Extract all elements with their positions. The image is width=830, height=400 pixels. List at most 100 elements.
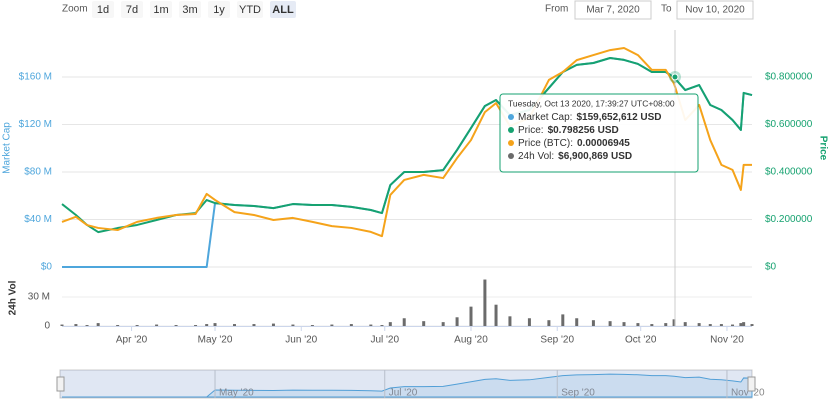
volume-bar — [591, 320, 595, 326]
volume-tick-label: 30 M — [28, 292, 50, 303]
x-tick-label: Apr '20 — [116, 335, 148, 346]
volume-bar — [708, 324, 712, 326]
tooltip-value: 0.00006945 — [577, 138, 630, 149]
volume-bar — [349, 324, 353, 326]
y-tick-label: $40 M — [24, 214, 52, 225]
tooltip-label: Price (BTC): — [518, 138, 573, 149]
x-tick-label: Sep '20 — [540, 335, 574, 346]
volume-bar — [96, 323, 100, 326]
volume-bar — [672, 319, 676, 326]
navigator-selection[interactable] — [60, 370, 752, 398]
volume-tick-label: 0 — [44, 321, 50, 332]
volume-bar — [697, 323, 701, 326]
zoom-button[interactable] — [92, 1, 114, 18]
volume-bar — [547, 320, 551, 326]
volume-bar — [650, 324, 654, 326]
tooltip-dot — [508, 140, 514, 146]
y2-tick-label: $0 — [765, 262, 777, 273]
navigator-content: May '20 Jul '20 Sep '20 Nov '20 — [62, 370, 765, 399]
y2-tick-label: $0.800000 — [765, 72, 813, 83]
volume-bar — [116, 325, 120, 326]
volume-bar — [271, 323, 275, 326]
volume-bar — [742, 322, 746, 326]
zoom-button[interactable] — [208, 1, 230, 18]
volume-bar — [194, 325, 198, 326]
zoom-button-label[interactable]: 1m — [153, 4, 168, 16]
navigator-handle-left[interactable] — [56, 376, 65, 392]
zoom-button[interactable] — [270, 1, 296, 18]
volume-bar — [252, 324, 256, 326]
y-axis-title: Market Cap — [2, 122, 13, 174]
tooltip-dot — [508, 153, 514, 159]
volume-bar — [731, 324, 735, 326]
x-tick-label: Oct '20 — [625, 335, 657, 346]
tooltip-label: Market Cap: — [518, 112, 572, 123]
zoom-button-label[interactable]: 3m — [182, 4, 197, 16]
volume-bar — [608, 321, 612, 326]
tooltip-value: $0.798256 USD — [548, 125, 619, 136]
y-tick-label: $80 M — [24, 167, 52, 178]
y2-tick-label: $0.400000 — [765, 167, 813, 178]
volume-bar — [85, 325, 89, 326]
tooltip-dot — [508, 127, 514, 133]
y-tick-label: $160 M — [19, 72, 52, 83]
zoom-button[interactable] — [121, 1, 143, 18]
to-input[interactable] — [676, 0, 754, 20]
x-tick-label: May '20 — [198, 335, 233, 346]
zoom-button-label[interactable]: ALL — [272, 4, 294, 16]
volume-bar — [402, 318, 406, 326]
zoom-label: Zoom — [62, 4, 88, 15]
volume-bar — [369, 324, 373, 326]
volume-bar — [205, 324, 209, 326]
tooltip-row: Price: $0.798256 USD — [518, 125, 619, 136]
hover-point — [671, 73, 679, 81]
zoom-button-label[interactable]: 1d — [97, 4, 109, 16]
zoom-button[interactable] — [237, 1, 263, 18]
tooltip-value: $159,652,612 USD — [576, 112, 661, 123]
tooltip-value: $6,900,869 USD — [558, 151, 632, 162]
volume-axis-title: 24h Vol — [8, 280, 19, 315]
zoom-buttons: 1d 7d 1m 3m 1y YTD ALL — [92, 1, 296, 18]
volume-bar — [174, 325, 178, 326]
from-input[interactable] — [574, 0, 652, 20]
tooltip-items: Market Cap: $159,652,612 USD Price: $0.7982… — [508, 112, 662, 162]
volume-bar — [135, 325, 139, 326]
volume-bar — [469, 306, 473, 326]
volume-bar — [422, 321, 426, 326]
series-line — [61, 46, 752, 238]
navigator-handle-right[interactable] — [747, 376, 756, 392]
y-tick-label: $0 — [41, 262, 53, 273]
to-value[interactable]: Nov 10, 2020 — [685, 5, 745, 16]
tooltip-row: Price (BTC): 0.00006945 — [518, 138, 630, 149]
volume-bar — [508, 316, 512, 326]
volume-bar — [310, 325, 314, 326]
volume-bar — [330, 324, 334, 326]
tooltip-label: Price: — [518, 125, 544, 136]
zoom-button[interactable] — [179, 1, 201, 18]
zoom-button[interactable] — [150, 1, 172, 18]
volume-bar — [233, 324, 236, 326]
volume-bar — [527, 318, 531, 326]
zoom-button-label[interactable]: 1y — [213, 4, 225, 16]
tooltip-title: Tuesday, Oct 13 2020, 17:39:27 UTC+08:00 — [508, 98, 675, 108]
navigator-tick-label: Sep '20 — [561, 388, 595, 399]
from-value[interactable]: Mar 7, 2020 — [586, 5, 640, 16]
volume-bar — [494, 304, 498, 326]
zoom-button-label[interactable]: YTD — [239, 4, 261, 16]
volume-bar — [60, 324, 64, 326]
volume-bar — [561, 314, 565, 326]
volume-bar — [441, 322, 445, 326]
volume-bar — [455, 317, 459, 326]
plot-area: $0 $40 M $80 M $120 M $160 M $0 $0.200000 $0.40… — [19, 46, 813, 346]
zoom-button-label[interactable]: 7d — [126, 4, 138, 16]
volume-bar — [213, 323, 217, 326]
x-tick-label: Jul '20 — [370, 335, 399, 346]
x-tick-label: Aug '20 — [454, 335, 488, 346]
from-label: From — [545, 4, 568, 15]
y-tick-label: $120 M — [19, 119, 52, 130]
y2-axis-title: Price — [817, 136, 828, 161]
volume-bar — [155, 324, 159, 326]
tooltip-box — [499, 93, 699, 173]
volume-bar — [74, 324, 78, 326]
